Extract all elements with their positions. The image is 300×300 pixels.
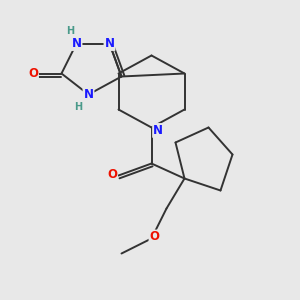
Text: N: N (71, 37, 82, 50)
Text: O: O (28, 67, 38, 80)
Text: N: N (153, 124, 163, 137)
Text: N: N (83, 88, 94, 101)
Text: H: H (66, 26, 74, 36)
Text: O: O (149, 230, 160, 244)
Text: N: N (104, 37, 115, 50)
Text: O: O (107, 167, 117, 181)
Text: H: H (74, 102, 82, 112)
